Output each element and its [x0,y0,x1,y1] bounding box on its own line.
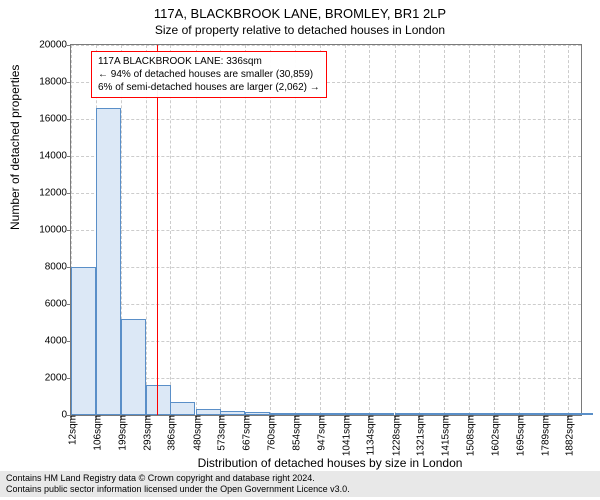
xtick-label: 106sqm [89,415,104,451]
gridline-h [71,267,581,268]
ytick-label: 4000 [45,336,71,347]
xtick-label: 947sqm [312,415,327,451]
xtick-label: 667sqm [238,415,253,451]
y-axis-label: Number of detached properties [8,65,22,230]
xtick-label: 1041sqm [337,415,352,456]
gridline-v [345,45,346,415]
xtick-label: 1228sqm [387,415,402,456]
xtick-label: 854sqm [288,415,303,451]
xtick-label: 1415sqm [437,415,452,456]
xtick-label: 1695sqm [511,415,526,456]
histogram-bar [395,413,420,415]
xtick-label: 1602sqm [487,415,502,456]
xtick-label: 293sqm [138,415,153,451]
histogram-bar [494,413,519,415]
ytick-label: 8000 [45,262,71,273]
histogram-bar [444,413,469,415]
xtick-label: 1882sqm [561,415,576,456]
annotation-line1: 117A BLACKBROOK LANE: 336sqm [98,55,320,68]
gridline-v [568,45,569,415]
footer: Contains HM Land Registry data © Crown c… [0,471,600,498]
xtick-label: 1508sqm [461,415,476,456]
annotation-line3: 6% of semi-detached houses are larger (2… [98,81,320,94]
xtick-label: 573sqm [213,415,228,451]
gridline-v [395,45,396,415]
gridline-v [170,45,171,415]
histogram-bar [71,267,96,415]
marker-line [157,45,158,415]
xtick-label: 12sqm [64,415,79,445]
xtick-label: 480sqm [188,415,203,451]
footer-line1: Contains HM Land Registry data © Crown c… [6,473,594,484]
ytick-label: 14000 [39,151,71,162]
histogram-bar [345,413,370,415]
gridline-h [71,341,581,342]
ytick-label: 16000 [39,114,71,125]
gridline-v [146,45,147,415]
gridline-v [295,45,296,415]
histogram-bar [469,413,494,415]
ytick-label: 6000 [45,299,71,310]
gridline-h [71,193,581,194]
histogram-bar [295,413,320,415]
histogram-bar [419,413,444,415]
histogram-bar [196,409,221,415]
chart-title: 117A, BLACKBROOK LANE, BROMLEY, BR1 2LP [0,0,600,21]
gridline-v [196,45,197,415]
xtick-label: 386sqm [163,415,178,451]
gridline-v [494,45,495,415]
histogram-bar [96,108,121,415]
plot-area: 0200040006000800010000120001400016000180… [70,44,582,416]
histogram-bar [568,413,593,415]
histogram-bar [245,412,270,415]
histogram-bar [170,402,195,415]
gridline-h [71,378,581,379]
gridline-h [71,304,581,305]
gridline-h [71,230,581,231]
histogram-bar [320,413,345,415]
histogram-bar [270,413,295,415]
gridline-v [369,45,370,415]
xtick-label: 760sqm [262,415,277,451]
ytick-label: 2000 [45,373,71,384]
x-axis-label: Distribution of detached houses by size … [30,456,600,470]
gridline-v [544,45,545,415]
ytick-label: 18000 [39,77,71,88]
ytick-label: 12000 [39,188,71,199]
gridline-h [71,45,581,46]
gridline-v [444,45,445,415]
gridline-v [419,45,420,415]
xtick-label: 1789sqm [536,415,551,456]
gridline-v [245,45,246,415]
footer-line2: Contains public sector information licen… [6,484,594,495]
histogram-bar [369,413,394,415]
gridline-h [71,156,581,157]
histogram-bar [220,411,245,415]
annotation-line2: ← 94% of detached houses are smaller (30… [98,68,320,81]
histogram-bar [519,413,544,415]
gridline-v [469,45,470,415]
xtick-label: 1321sqm [412,415,427,456]
histogram-bar [121,319,146,415]
chart-container: 117A, BLACKBROOK LANE, BROMLEY, BR1 2LP … [0,0,600,500]
xtick-label: 199sqm [113,415,128,451]
gridline-h [71,119,581,120]
gridline-v [320,45,321,415]
ytick-label: 10000 [39,225,71,236]
histogram-bar [146,385,171,415]
gridline-v [270,45,271,415]
gridline-v [519,45,520,415]
xtick-label: 1134sqm [362,415,377,455]
annotation-box: 117A BLACKBROOK LANE: 336sqm ← 94% of de… [91,51,327,98]
gridline-v [220,45,221,415]
histogram-bar [544,413,569,415]
ytick-label: 20000 [39,40,71,51]
chart-subtitle: Size of property relative to detached ho… [0,21,600,37]
